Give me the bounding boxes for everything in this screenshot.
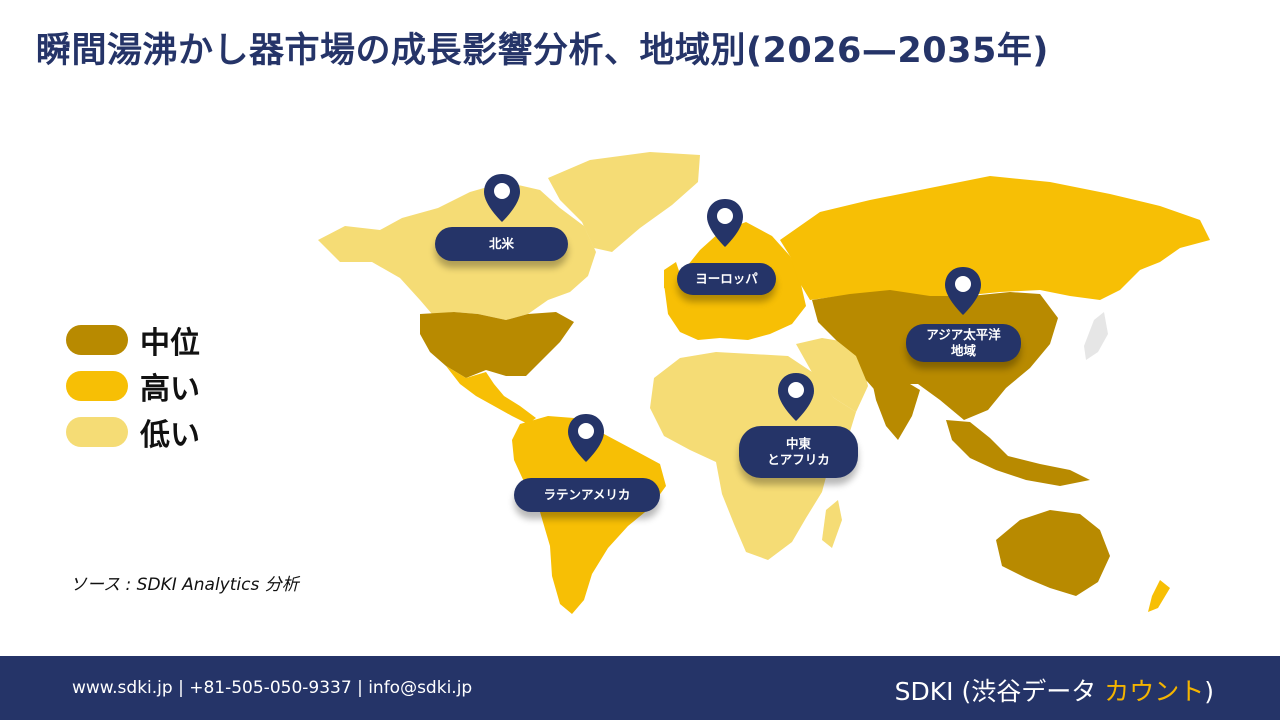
europe-pin-icon [707, 199, 743, 247]
usa-shape [420, 312, 574, 378]
uk-shape [664, 262, 682, 294]
new-zealand-shape [1148, 580, 1170, 612]
south-america-shape [512, 416, 666, 614]
footer-brand: SDKI (渋谷データ カウント) [895, 672, 1214, 708]
legend-swatch-medium [66, 325, 128, 355]
footer-contact: www.sdki.jp | +81-505-050-9337 | info@sd… [72, 678, 473, 698]
greenland-shape [548, 152, 700, 252]
russia-shape [780, 176, 1210, 300]
region-pill-latam[interactable]: ラテンアメリカ [514, 478, 660, 512]
legend: 中位 高い 低い [66, 317, 200, 455]
north-america-pin-icon [484, 174, 520, 222]
footer-bar: www.sdki.jp | +81-505-050-9337 | info@sd… [0, 656, 1280, 720]
region-pill-north-america[interactable]: 北米 [435, 227, 568, 261]
japan-shape [1084, 312, 1108, 360]
mexico-shape [446, 366, 536, 424]
region-pill-asia-pacific[interactable]: アジア太平洋 地域 [906, 324, 1021, 362]
madagascar-shape [822, 500, 842, 548]
mea-pin-icon [778, 373, 814, 421]
legend-label-low: 低い [140, 418, 200, 453]
middle-east-shape [796, 338, 868, 412]
legend-item-high: 高い [66, 363, 200, 409]
legend-swatch-low [66, 417, 128, 447]
asia-pacific-pin-icon [945, 267, 981, 315]
legend-item-low: 低い [66, 409, 200, 455]
australia-shape [996, 510, 1110, 596]
legend-swatch-high [66, 371, 128, 401]
se-asia-shape [946, 420, 1090, 486]
legend-label-medium: 中位 [140, 326, 200, 361]
legend-label-high: 高い [140, 372, 200, 407]
region-pill-mea[interactable]: 中東 とアフリカ [739, 426, 858, 478]
page-title: 瞬間湯沸かし器市場の成長影響分析、地域別(2026—2035年) [36, 31, 1049, 71]
latam-pin-icon [568, 414, 604, 462]
legend-item-medium: 中位 [66, 317, 200, 363]
brand-accent: カウント [1104, 677, 1205, 706]
brand-prefix: SDKI (渋谷データ [894, 677, 1105, 706]
region-pill-europe[interactable]: ヨーロッパ [677, 263, 776, 295]
india-shape [870, 372, 920, 440]
source-note: ソース : SDKI Analytics 分析 [70, 575, 299, 595]
brand-suffix: ) [1204, 677, 1214, 706]
